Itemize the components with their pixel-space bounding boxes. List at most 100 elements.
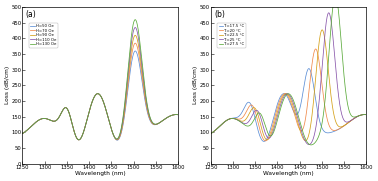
T=17.5 °C — [364, 114, 369, 116]
Text: (b): (b) — [214, 10, 225, 19]
H=70 Oe — [80, 135, 84, 137]
H=70 Oe — [173, 113, 177, 116]
H=110 Oe — [80, 134, 84, 137]
H=90 Oe — [87, 111, 91, 113]
H=90 Oe — [47, 119, 52, 121]
T=25 °C — [268, 136, 273, 138]
T=27.5 °C — [209, 132, 213, 135]
H=90 Oe — [176, 114, 180, 116]
H=110 Oe — [133, 26, 138, 29]
T=20 °C — [275, 107, 279, 109]
H=70 Oe — [87, 111, 91, 114]
H=70 Oe — [133, 42, 138, 44]
T=22.5 °C — [275, 111, 279, 114]
H=130 Oe — [47, 119, 52, 121]
H=50 Oe — [133, 50, 138, 52]
Legend: T=17.5 °C, T=20 °C, T=22.5 °C, T=25 °C, T=27.5 °C: T=17.5 °C, T=20 °C, T=22.5 °C, T=25 °C, … — [217, 23, 246, 48]
H=130 Oe — [20, 132, 25, 135]
T=22.5 °C — [344, 123, 349, 125]
X-axis label: Wavelength (nm): Wavelength (nm) — [75, 171, 125, 176]
T=20 °C — [226, 118, 231, 120]
T=17.5 °C — [209, 132, 213, 135]
T=20 °C — [268, 132, 273, 134]
H=50 Oe — [38, 118, 42, 120]
Line: T=25 °C: T=25 °C — [211, 13, 366, 145]
H=50 Oe — [20, 132, 25, 135]
Legend: H=50 Oe, H=70 Oe, H=90 Oe, H=110 Oe, H=130 Oe: H=50 Oe, H=70 Oe, H=90 Oe, H=110 Oe, H=1… — [29, 23, 57, 48]
T=25 °C — [307, 144, 311, 146]
H=130 Oe — [77, 139, 81, 141]
H=110 Oe — [38, 118, 42, 120]
H=90 Oe — [133, 34, 138, 36]
H=70 Oe — [156, 122, 161, 125]
X-axis label: Wavelength (nm): Wavelength (nm) — [263, 171, 314, 176]
Line: H=50 Oe: H=50 Oe — [22, 51, 178, 140]
Line: H=110 Oe: H=110 Oe — [22, 28, 178, 140]
T=22.5 °C — [268, 135, 273, 137]
T=22.5 °C — [235, 119, 240, 121]
T=25 °C — [361, 113, 366, 116]
T=17.5 °C — [361, 113, 366, 116]
T=25 °C — [209, 132, 213, 135]
H=130 Oe — [173, 113, 177, 116]
T=17.5 °C — [275, 104, 279, 106]
H=90 Oe — [80, 134, 84, 137]
H=110 Oe — [156, 122, 161, 125]
T=20 °C — [364, 114, 369, 116]
H=50 Oe — [47, 119, 52, 121]
H=50 Oe — [115, 139, 119, 141]
H=50 Oe — [87, 111, 91, 114]
H=110 Oe — [20, 132, 25, 135]
Line: H=130 Oe: H=130 Oe — [22, 20, 178, 140]
T=22.5 °C — [364, 114, 369, 116]
T=20 °C — [344, 123, 349, 125]
T=25 °C — [344, 121, 349, 123]
H=130 Oe — [156, 122, 161, 125]
T=20 °C — [313, 48, 318, 50]
T=25 °C — [275, 116, 279, 118]
T=27.5 °C — [226, 118, 231, 120]
T=25 °C — [364, 114, 369, 116]
Line: H=70 Oe: H=70 Oe — [22, 43, 178, 140]
H=90 Oe — [38, 118, 42, 120]
Line: T=22.5 °C: T=22.5 °C — [211, 30, 366, 141]
H=130 Oe — [87, 111, 91, 113]
H=130 Oe — [176, 114, 180, 116]
H=130 Oe — [133, 19, 138, 21]
T=17.5 °C — [268, 128, 273, 130]
H=90 Oe — [20, 132, 25, 135]
T=17.5 °C — [344, 123, 349, 125]
T=27.5 °C — [364, 114, 369, 116]
H=70 Oe — [115, 139, 119, 141]
H=110 Oe — [176, 114, 180, 116]
T=17.5 °C — [262, 140, 266, 142]
H=70 Oe — [38, 118, 42, 120]
H=70 Oe — [176, 114, 180, 116]
Line: H=90 Oe: H=90 Oe — [22, 35, 178, 140]
T=20 °C — [209, 132, 213, 135]
H=50 Oe — [173, 113, 177, 116]
T=20 °C — [263, 140, 268, 142]
Line: T=20 °C: T=20 °C — [211, 49, 366, 141]
H=90 Oe — [156, 122, 161, 125]
H=90 Oe — [173, 113, 177, 116]
Y-axis label: Loss (dB/cm): Loss (dB/cm) — [193, 66, 198, 104]
T=22.5 °C — [209, 132, 213, 135]
T=20 °C — [235, 118, 240, 120]
T=20 °C — [361, 113, 366, 116]
T=27.5 °C — [361, 113, 366, 116]
Line: T=27.5 °C: T=27.5 °C — [211, 7, 366, 145]
H=110 Oe — [47, 119, 52, 121]
T=22.5 °C — [361, 113, 366, 116]
T=25 °C — [226, 118, 231, 120]
T=17.5 °C — [235, 116, 240, 118]
T=17.5 °C — [307, 68, 311, 70]
H=110 Oe — [77, 139, 81, 141]
H=50 Oe — [156, 122, 161, 125]
Text: (a): (a) — [26, 10, 36, 19]
T=27.5 °C — [275, 120, 279, 122]
Y-axis label: Loss (dB/cm): Loss (dB/cm) — [5, 66, 10, 104]
Line: T=17.5 °C: T=17.5 °C — [211, 69, 366, 141]
H=70 Oe — [20, 132, 25, 135]
T=25 °C — [235, 119, 240, 121]
